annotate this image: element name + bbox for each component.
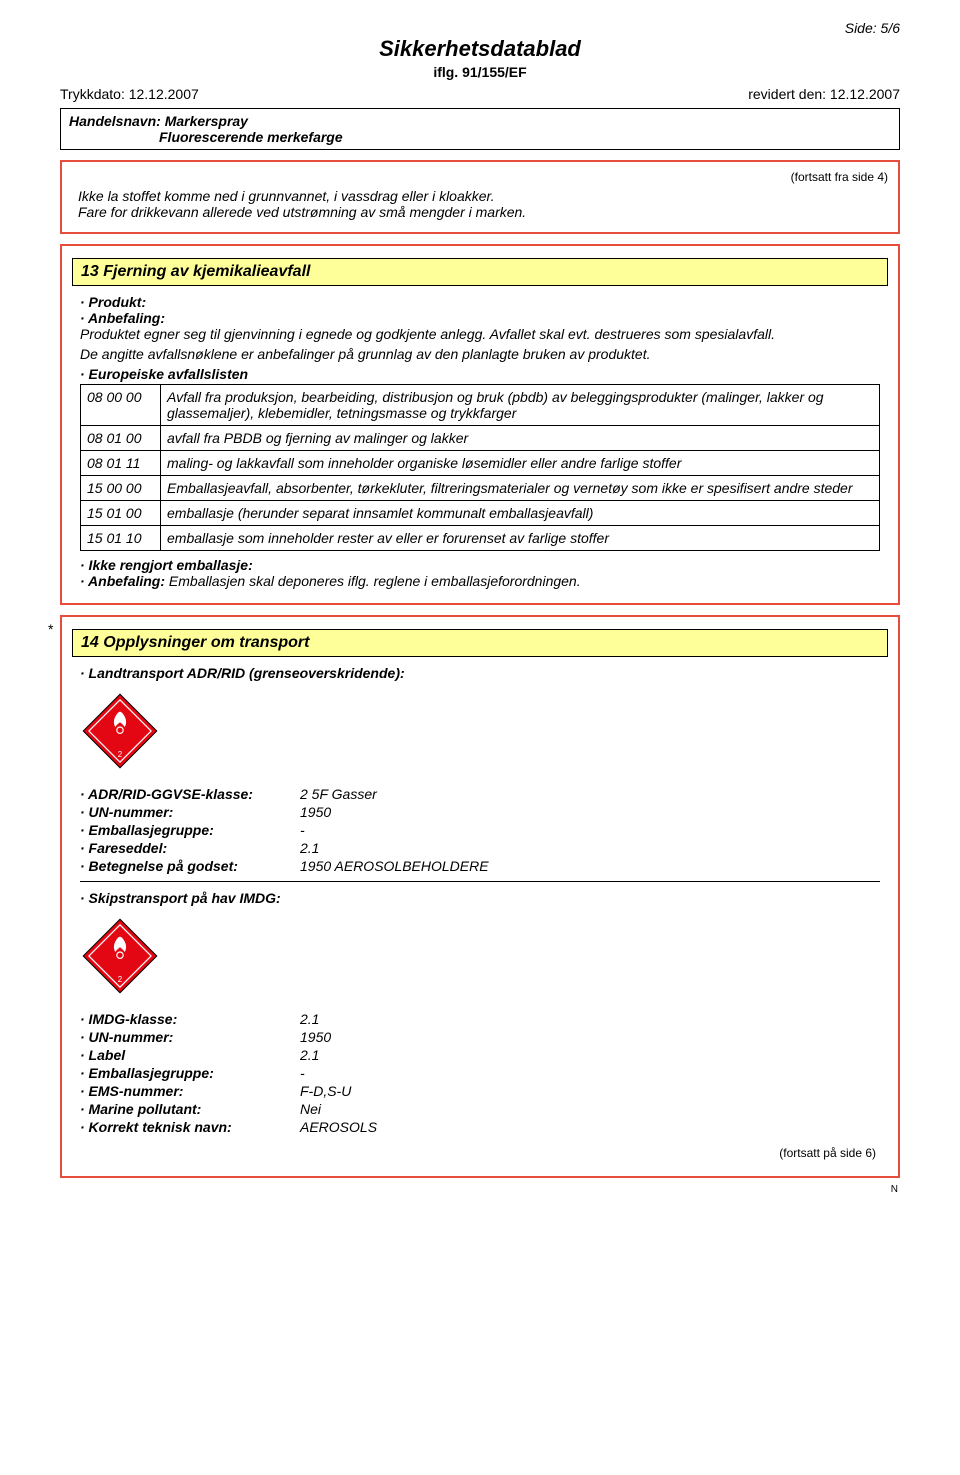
kv-value: 1950 AEROSOLBEHOLDERE (300, 857, 489, 875)
continued-to: (fortsatt på side 6) (80, 1146, 876, 1160)
table-row: · UN-nummer:1950 (80, 1028, 377, 1046)
page-header: Side: 5/6 Sikkerhetsdatablad iflg. 91/15… (60, 20, 900, 150)
continued-from: (fortsatt fra side 4) (68, 170, 888, 184)
kv-key: · Label (80, 1046, 300, 1064)
table-row: 15 00 00Emballasjeavfall, absorbenter, t… (81, 476, 880, 501)
kv-value: AEROSOLS (300, 1118, 377, 1136)
table-row: 08 00 00Avfall fra produksjon, bearbeidi… (81, 385, 880, 426)
waste-desc: maling- og lakkavfall som inneholder org… (161, 451, 880, 476)
anbefaling-text: Produktet egner seg til gjenvinning i eg… (80, 326, 880, 342)
table-row: 15 01 10emballasje som inneholder rester… (81, 526, 880, 551)
anbefaling2-text: Emballasjen skal deponeres iflg. reglene… (165, 573, 581, 589)
box1-text: Ikke la stoffet komme ned i grunnvannet,… (68, 188, 892, 226)
waste-code: 08 00 00 (81, 385, 161, 426)
table-row: · Marine pollutant:Nei (80, 1100, 377, 1118)
waste-code: 08 01 11 (81, 451, 161, 476)
hazard-diamond-imdg: 2 (80, 916, 880, 996)
document-subtitle: iflg. 91/155/EF (60, 64, 900, 80)
kv-key: · Betegnelse på godset: (80, 857, 300, 875)
dates-row: Trykkdato: 12.12.2007 revidert den: 12.1… (60, 86, 900, 102)
trade-name-sub: Fluorescerende merkefarge (69, 129, 891, 145)
box1-line1: Ikke la stoffet komme ned i grunnvannet,… (78, 188, 882, 204)
kv-key: · Korrekt teknisk navn: (80, 1118, 300, 1136)
table-row: · Label2.1 (80, 1046, 377, 1064)
kv-value: Nei (300, 1100, 377, 1118)
waste-codes-table: 08 00 00Avfall fra produksjon, bearbeidi… (80, 384, 880, 551)
trade-name: Handelsnavn: Markerspray (69, 113, 891, 129)
kv-value: 1950 (300, 1028, 377, 1046)
waste-desc: Avfall fra produksjon, bearbeiding, dist… (161, 385, 880, 426)
waste-desc: Emballasjeavfall, absorbenter, tørkeklut… (161, 476, 880, 501)
kv-value: - (300, 821, 489, 839)
kv-key: · UN-nummer: (80, 1028, 300, 1046)
anbefaling-text2: De angitte avfallsnøklene er anbefalinge… (80, 346, 880, 362)
kv-key: · IMDG-klasse: (80, 1010, 300, 1028)
svg-text:2: 2 (118, 975, 123, 984)
ikke-rengjort-label: · Ikke rengjort emballasje: (80, 557, 253, 573)
adr-table: · ADR/RID-GGVSE-klasse:2 5F Gasser· UN-n… (80, 785, 489, 875)
waste-code: 15 01 10 (81, 526, 161, 551)
hazard-diamond-adr: 2 (80, 691, 880, 771)
table-row: · Fareseddel:2.1 (80, 839, 489, 857)
table-row: · IMDG-klasse:2.1 (80, 1010, 377, 1028)
table-row: 15 01 00emballasje (herunder separat inn… (81, 501, 880, 526)
section-13-content: · Produkt: · Anbefaling: Produktet egner… (68, 294, 892, 597)
kv-key: · EMS-nummer: (80, 1082, 300, 1100)
kv-value: F-D,S-U (300, 1082, 377, 1100)
waste-code: 15 01 00 (81, 501, 161, 526)
table-row: · EMS-nummer:F-D,S-U (80, 1082, 377, 1100)
avfallslisten-label: · Europeiske avfallslisten (80, 366, 248, 382)
imdg-table: · IMDG-klasse:2.1· UN-nummer:1950· Label… (80, 1010, 377, 1136)
waste-desc: emballasje (herunder separat innsamlet k… (161, 501, 880, 526)
kv-key: · Fareseddel: (80, 839, 300, 857)
table-row: · Emballasjegruppe:- (80, 821, 489, 839)
table-row: 08 01 11maling- og lakkavfall som inneho… (81, 451, 880, 476)
change-asterisk: * (48, 621, 53, 637)
kv-value: 2.1 (300, 1010, 377, 1028)
table-row: · Korrekt teknisk navn:AEROSOLS (80, 1118, 377, 1136)
kv-value: - (300, 1064, 377, 1082)
kv-value: 2.1 (300, 839, 489, 857)
section-13-box: 13 Fjerning av kjemikalieavfall · Produk… (60, 244, 900, 605)
kv-key: · Marine pollutant: (80, 1100, 300, 1118)
print-date: Trykkdato: 12.12.2007 (60, 86, 199, 102)
kv-value: 2.1 (300, 1046, 377, 1064)
table-row: · Betegnelse på godset:1950 AEROSOLBEHOL… (80, 857, 489, 875)
anbefaling2-label: · Anbefaling: (80, 573, 165, 589)
section-14-heading: 14 Opplysninger om transport (72, 629, 888, 657)
section-14-box: * 14 Opplysninger om transport · Landtra… (60, 615, 900, 1178)
waste-code: 08 01 00 (81, 426, 161, 451)
section-box-continuation: (fortsatt fra side 4) Ikke la stoffet ko… (60, 160, 900, 234)
table-row: · Emballasjegruppe:- (80, 1064, 377, 1082)
table-row: · UN-nummer:1950 (80, 803, 489, 821)
section-14-content: · Landtransport ADR/RID (grenseoverskrid… (68, 665, 892, 1170)
divider (80, 881, 880, 882)
kv-key: · Emballasjegruppe: (80, 821, 300, 839)
kv-value: 1950 (300, 803, 489, 821)
kv-value: 2 5F Gasser (300, 785, 489, 803)
table-row: 08 01 00avfall fra PBDB og fjerning av m… (81, 426, 880, 451)
land-transport-label: · Landtransport ADR/RID (grenseoverskrid… (80, 665, 405, 681)
document-title: Sikkerhetsdatablad (60, 36, 900, 62)
trade-name-box: Handelsnavn: Markerspray Fluorescerende … (60, 108, 900, 150)
section-13-heading: 13 Fjerning av kjemikalieavfall (72, 258, 888, 286)
anbefaling-label: · Anbefaling: (80, 310, 165, 326)
n-mark: N (60, 1184, 898, 1195)
waste-desc: avfall fra PBDB og fjerning av malinger … (161, 426, 880, 451)
produkt-label: · Produkt: (80, 294, 146, 310)
kv-key: · Emballasjegruppe: (80, 1064, 300, 1082)
waste-desc: emballasje som inneholder rester av elle… (161, 526, 880, 551)
kv-key: · UN-nummer: (80, 803, 300, 821)
table-row: · ADR/RID-GGVSE-klasse:2 5F Gasser (80, 785, 489, 803)
revision-date: revidert den: 12.12.2007 (748, 86, 900, 102)
kv-key: · ADR/RID-GGVSE-klasse: (80, 785, 300, 803)
page-number: Side: 5/6 (60, 20, 900, 36)
waste-code: 15 00 00 (81, 476, 161, 501)
box1-line2: Fare for drikkevann allerede ved utstrøm… (78, 204, 882, 220)
svg-text:2: 2 (118, 750, 123, 759)
ship-transport-label: · Skipstransport på hav IMDG: (80, 890, 281, 906)
